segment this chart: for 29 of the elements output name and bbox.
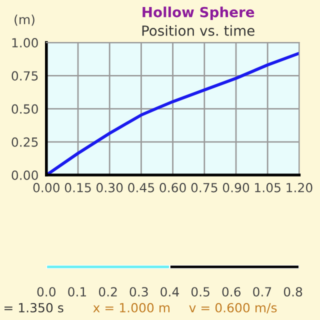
y-tick-label: 0.50 [12, 104, 38, 114]
x-tick-label: 0.7 [253, 287, 272, 297]
x-tick-label: 0.6 [222, 287, 241, 297]
x-tick-label: 0.00 [33, 182, 60, 192]
text: v = 0.600 m/s [189, 302, 277, 314]
x-tick-label: 0.4 [160, 287, 179, 297]
x-tick-label: 0.60 [160, 182, 186, 192]
x-tick-label: 0.90 [222, 182, 250, 192]
y-tick-label: 0.75 [12, 71, 38, 81]
y-tick-label: 1.00 [12, 38, 38, 48]
x-tick-label: 0.15 [64, 182, 91, 192]
x-tick-label: 0.30 [96, 182, 123, 192]
x-tick-label: 0.0 [37, 287, 56, 297]
x-tick-label: 0.2 [98, 287, 117, 297]
x-tick-label: 1.20 [286, 182, 312, 192]
chart-title: Hollow Sphere [142, 6, 254, 20]
x-tick-label: 0.8 [284, 287, 302, 297]
text: = 1.350 s [4, 302, 64, 312]
x-tick-label: 0.5 [191, 287, 210, 297]
y-axis-title: (m) [14, 14, 34, 26]
y-tick-label: 0.25 [12, 137, 38, 147]
x-tick-label: 1.05 [255, 182, 280, 192]
x-tick-label: 0.45 [128, 182, 154, 192]
text: x = 1.000 m [93, 302, 170, 312]
x-tick-label: 0.75 [191, 182, 218, 192]
y-tick-label: 0.00 [12, 170, 38, 180]
x-tick-label: 0.1 [68, 287, 86, 297]
x-tick-label: 0.3 [130, 287, 148, 297]
chart-subtitle: Position vs. time [142, 25, 254, 36]
